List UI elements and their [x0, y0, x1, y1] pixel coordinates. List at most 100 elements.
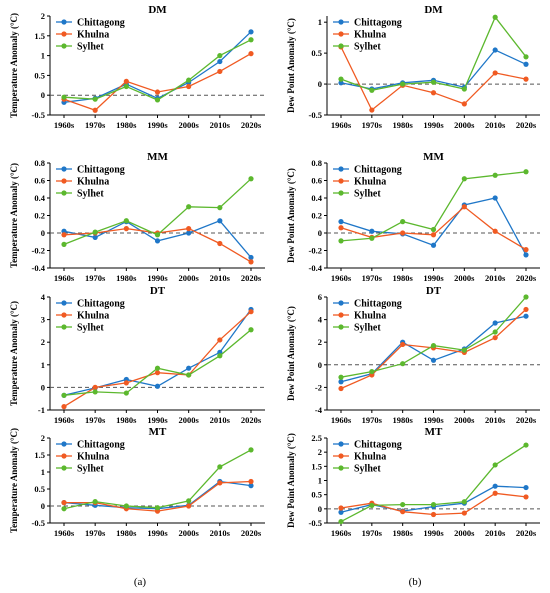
x-tick-label: 1990s	[147, 528, 168, 538]
data-point-khulna	[123, 226, 129, 232]
x-tick-label: 1960s	[331, 528, 352, 538]
data-point-chittagong	[248, 29, 254, 35]
x-tick-label: 2020s	[241, 273, 262, 283]
data-point-sylhet	[461, 347, 467, 353]
data-point-sylhet	[369, 235, 375, 241]
data-point-sylhet	[123, 83, 129, 90]
data-point-sylhet	[369, 87, 375, 93]
data-point-khulna	[154, 89, 161, 95]
x-tick-label: 2020s	[516, 120, 537, 130]
x-tick-label: 1970s	[85, 273, 106, 283]
data-point-chittagong	[248, 254, 254, 261]
data-point-sylhet	[92, 96, 98, 102]
data-point-sylhet	[523, 169, 529, 175]
x-tick-label: 1980s	[116, 273, 137, 283]
chart-panel-2: -0.5 0 0.5 1 1960s 1970s 1980s 1990s 2000s 2010s 2…	[286, 4, 540, 130]
data-point-sylhet	[338, 518, 344, 525]
data-point-khulna	[523, 76, 529, 82]
data-point-khulna	[430, 511, 437, 518]
data-point-sylhet	[92, 389, 98, 395]
x-tick-label: 1990s	[423, 415, 444, 425]
x-tick-label: 1980s	[116, 415, 137, 425]
chart-panel-5: -1 0 1 2 3 4 1960s 1970s 1980s 1990s 2000s 2010s 202…	[9, 285, 265, 425]
data-point-chittagong	[430, 357, 437, 363]
y-tick-label: 1.5	[34, 450, 45, 460]
data-point-khulna	[92, 107, 98, 113]
x-tick-label: 1990s	[423, 120, 444, 130]
x-tick-label: 2000s	[454, 273, 475, 283]
data-point-chittagong	[369, 228, 375, 234]
data-point-sylhet	[123, 390, 129, 396]
legend-label: Sylhet	[77, 323, 104, 334]
data-point-khulna	[217, 480, 223, 486]
x-tick-label: 1980s	[116, 120, 137, 130]
y-axis-label: Temperature Anomaly (°C)	[9, 428, 19, 533]
y-tick-label: 6	[318, 292, 322, 302]
data-point-chittagong	[523, 313, 529, 319]
data-point-khulna	[492, 228, 498, 234]
y-tick-label: 0.5	[34, 484, 45, 494]
x-tick-label: 2010s	[210, 415, 231, 425]
data-point-sylhet	[461, 86, 467, 92]
data-point-sylhet	[369, 368, 375, 375]
chart-panel-4: -0.4 -0.2 0 0.2 0.4 0.6 0.8 1960s 1970s 1980s 1990…	[286, 151, 540, 283]
x-tick-label: 2010s	[485, 528, 506, 538]
x-tick-label: 1970s	[85, 120, 106, 130]
data-point-khulna	[461, 510, 467, 516]
legend-label: Khulna	[77, 177, 109, 188]
panel-title: DM	[424, 4, 443, 16]
legend-marker	[61, 43, 67, 49]
y-tick-label: 2	[41, 11, 45, 21]
legend-marker	[338, 31, 344, 37]
x-tick-label: 1980s	[393, 273, 414, 283]
data-point-sylhet	[430, 501, 437, 508]
data-point-khulna	[217, 240, 223, 247]
data-point-khulna	[461, 204, 467, 210]
y-tick-label: -0.4	[32, 263, 46, 273]
legend-marker	[61, 300, 67, 306]
y-tick-label: 0	[318, 360, 322, 370]
y-tick-label: 1	[41, 51, 45, 61]
data-point-sylhet	[430, 79, 437, 85]
data-point-chittagong	[492, 483, 498, 489]
data-point-sylhet	[61, 506, 67, 512]
x-tick-label: 2000s	[454, 528, 475, 538]
legend-marker	[61, 178, 67, 184]
data-point-sylhet	[154, 365, 161, 371]
y-tick-label: 0.2	[311, 211, 322, 221]
data-point-sylhet	[92, 498, 98, 505]
data-point-khulna	[369, 107, 375, 113]
legend-label: Chittagong	[77, 299, 125, 310]
legend-marker	[338, 43, 344, 49]
y-tick-label: 0.8	[311, 158, 322, 168]
legend-label: Chittagong	[354, 440, 402, 451]
data-point-sylhet	[217, 53, 223, 59]
legend-label: Khulna	[354, 452, 386, 463]
legend-label: Sylhet	[77, 42, 104, 53]
legend-marker	[61, 312, 67, 318]
y-tick-label: 0	[41, 90, 45, 100]
y-tick-label: -0.5	[309, 518, 322, 528]
x-tick-label: 2010s	[210, 528, 231, 538]
x-tick-label: 2000s	[179, 415, 200, 425]
caption-b: (b)	[409, 576, 422, 588]
data-point-sylhet	[400, 361, 406, 367]
x-tick-label: 1980s	[393, 120, 414, 130]
legend-label: Sylhet	[77, 189, 104, 200]
data-point-khulna	[248, 478, 254, 485]
x-tick-label: 1990s	[147, 415, 168, 425]
data-point-khulna	[186, 226, 192, 232]
data-point-sylhet	[400, 501, 406, 508]
panel-title: MM	[147, 151, 168, 163]
data-point-khulna	[461, 101, 467, 107]
legend-marker	[61, 190, 67, 196]
y-tick-label: -0.2	[32, 246, 45, 256]
x-tick-label: 2020s	[516, 528, 537, 538]
data-point-sylhet	[217, 205, 223, 211]
y-tick-label: 2	[41, 337, 45, 347]
data-point-khulna	[400, 509, 406, 515]
legend-marker	[61, 453, 67, 459]
data-point-sylhet	[217, 464, 223, 470]
data-point-sylhet	[123, 503, 129, 509]
data-point-chittagong	[154, 238, 161, 244]
